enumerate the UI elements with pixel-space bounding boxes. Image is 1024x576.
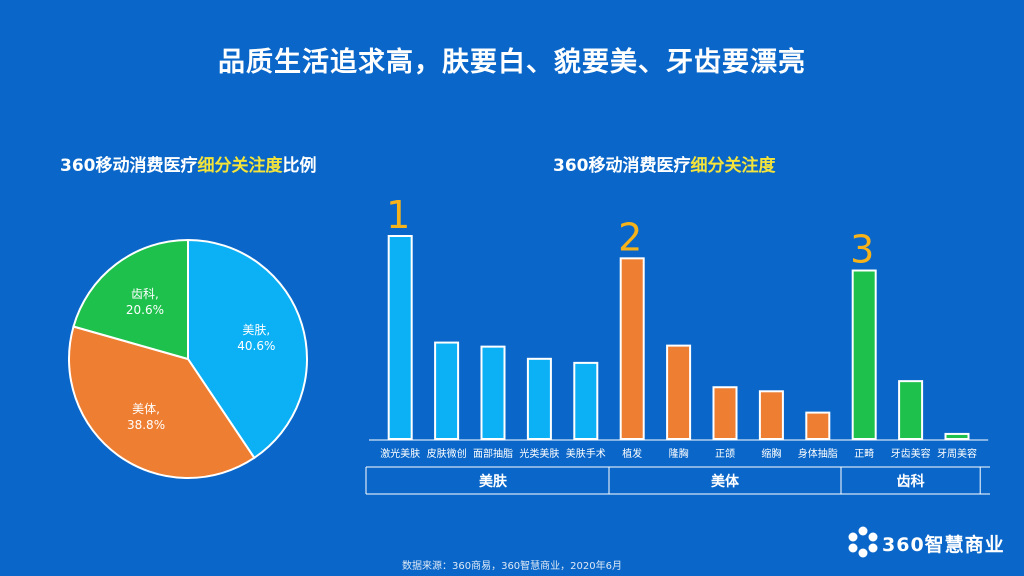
bar — [712, 386, 738, 440]
logo-flower-icon — [848, 526, 878, 558]
logo-text: 360智慧商业 — [882, 534, 1005, 556]
bar — [805, 411, 831, 440]
group-label: 美肤 — [479, 473, 508, 490]
bar-category-label: 激光美肤 — [380, 447, 420, 460]
bar-category-label: 美肤手术 — [566, 447, 606, 460]
bar — [573, 361, 599, 440]
bar — [851, 269, 877, 441]
bar-category-label: 正颌 — [715, 447, 735, 460]
pie-slice-label: 美肤, — [242, 322, 270, 337]
bar — [526, 357, 552, 440]
bar-title-highlight: 细分关注度 — [690, 156, 776, 176]
pie-slice-value: 40.6% — [237, 339, 275, 353]
pie-slice-value: 38.8% — [127, 418, 165, 432]
bar-category-label: 缩胸 — [761, 447, 781, 460]
pie-slice-label: 美体, — [132, 402, 160, 416]
bar — [434, 341, 460, 441]
bar — [758, 390, 784, 441]
rank-number: 1 — [386, 193, 410, 237]
pie-slice — [72, 238, 189, 361]
bar — [619, 257, 645, 440]
rank-number: 2 — [618, 215, 642, 259]
pie-slice-value: 20.6% — [126, 303, 164, 317]
bar-category-label: 牙齿美容 — [891, 447, 931, 460]
pie-chart-title: 360移动消费医疗细分关注度比例 — [60, 151, 317, 176]
bar-category-label: 牙周美容 — [937, 447, 977, 460]
bar — [898, 380, 924, 440]
bar-category-label: 身体抽脂 — [798, 447, 838, 460]
bar-title-prefix: 360移动消费医疗 — [553, 156, 691, 176]
bar — [666, 344, 692, 440]
pie-slice — [187, 238, 308, 460]
brand-logo: 360智慧商业 — [846, 522, 1016, 562]
bar-category-label: 光类美肤 — [519, 447, 559, 460]
bar — [387, 235, 413, 440]
pie-slice-label: 齿科, — [131, 287, 159, 301]
data-source-note: 数据来源：360商易，360智慧商业，2020年6月 — [402, 561, 622, 572]
bar-category-label: 皮肤微创 — [427, 447, 467, 460]
bar-category-label: 正畸 — [854, 447, 874, 460]
bar — [944, 432, 970, 440]
bar-category-label: 面部抽脂 — [473, 447, 513, 460]
bar-chart-title: 360移动消费医疗细分关注度 — [553, 151, 776, 176]
pie-title-prefix: 360移动消费医疗 — [60, 156, 198, 176]
rank-number: 3 — [850, 228, 874, 272]
group-label: 齿科 — [897, 473, 925, 490]
group-label: 美体 — [711, 473, 740, 490]
bar-category-label: 隆胸 — [669, 447, 689, 460]
pie-slice — [68, 325, 256, 479]
bar-category-label: 植发 — [622, 447, 642, 460]
page-title: 品质生活追求高，肤要白、貌要美、牙齿要漂亮 — [218, 47, 806, 78]
pie-title-suffix: 比例 — [282, 156, 317, 176]
bar — [480, 345, 506, 441]
pie-title-highlight: 细分关注度 — [197, 156, 283, 176]
